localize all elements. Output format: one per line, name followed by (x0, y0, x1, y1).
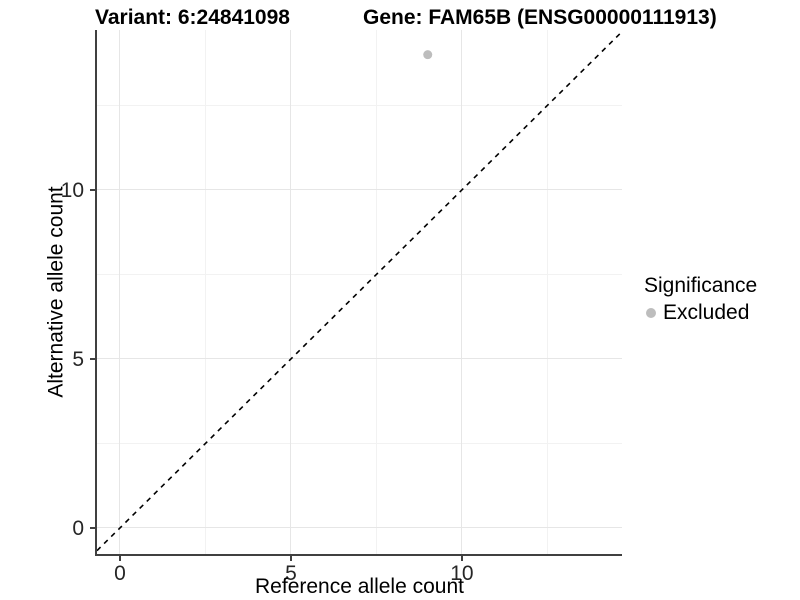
x-axis-tick (118, 556, 121, 561)
identity-dashed-line (97, 31, 622, 552)
gridline-vertical (375, 30, 377, 554)
legend-key-dot-icon (646, 308, 656, 319)
gridline-horizontal (97, 527, 622, 529)
plot-title-gene: Gene: FAM65B (ENSG00000111913) (363, 6, 717, 29)
x-axis-line (95, 554, 622, 556)
y-axis-tick (90, 357, 95, 360)
y-axis-tick (90, 526, 95, 529)
legend-item-excluded: Excluded (646, 301, 757, 325)
x-tick-label: 0 (114, 562, 126, 585)
gridline-vertical (461, 30, 463, 554)
y-tick-label: 10 (60, 178, 84, 202)
x-tick-label: 10 (450, 562, 474, 585)
x-axis-tick (289, 556, 292, 561)
gridline-horizontal (97, 189, 622, 191)
legend: Significance Excluded (644, 274, 757, 325)
gridline-vertical (290, 30, 292, 554)
y-axis-title: Alternative allele count (44, 186, 68, 398)
y-axis-line (95, 30, 97, 556)
plot-area-svg (97, 31, 622, 552)
data-point (423, 50, 433, 60)
plot-title-variant: Variant: 6:24841098 (95, 6, 290, 29)
plot-panel (97, 30, 622, 554)
legend-title: Significance (644, 274, 758, 297)
y-tick-label: 5 (72, 347, 84, 371)
gridline-vertical (204, 30, 206, 554)
y-axis-tick (90, 188, 95, 191)
legend-item-label: Excluded (663, 301, 750, 325)
gridline-horizontal (97, 104, 622, 106)
gridline-horizontal (97, 442, 622, 444)
y-tick-label: 0 (72, 516, 84, 540)
gridline-vertical (119, 30, 121, 554)
x-tick-label: 5 (285, 562, 297, 585)
gridline-horizontal (97, 273, 622, 275)
gridline-horizontal (97, 358, 622, 360)
gridline-vertical (546, 30, 548, 554)
x-axis-tick (460, 556, 463, 561)
x-axis-title: Reference allele count (255, 575, 464, 598)
